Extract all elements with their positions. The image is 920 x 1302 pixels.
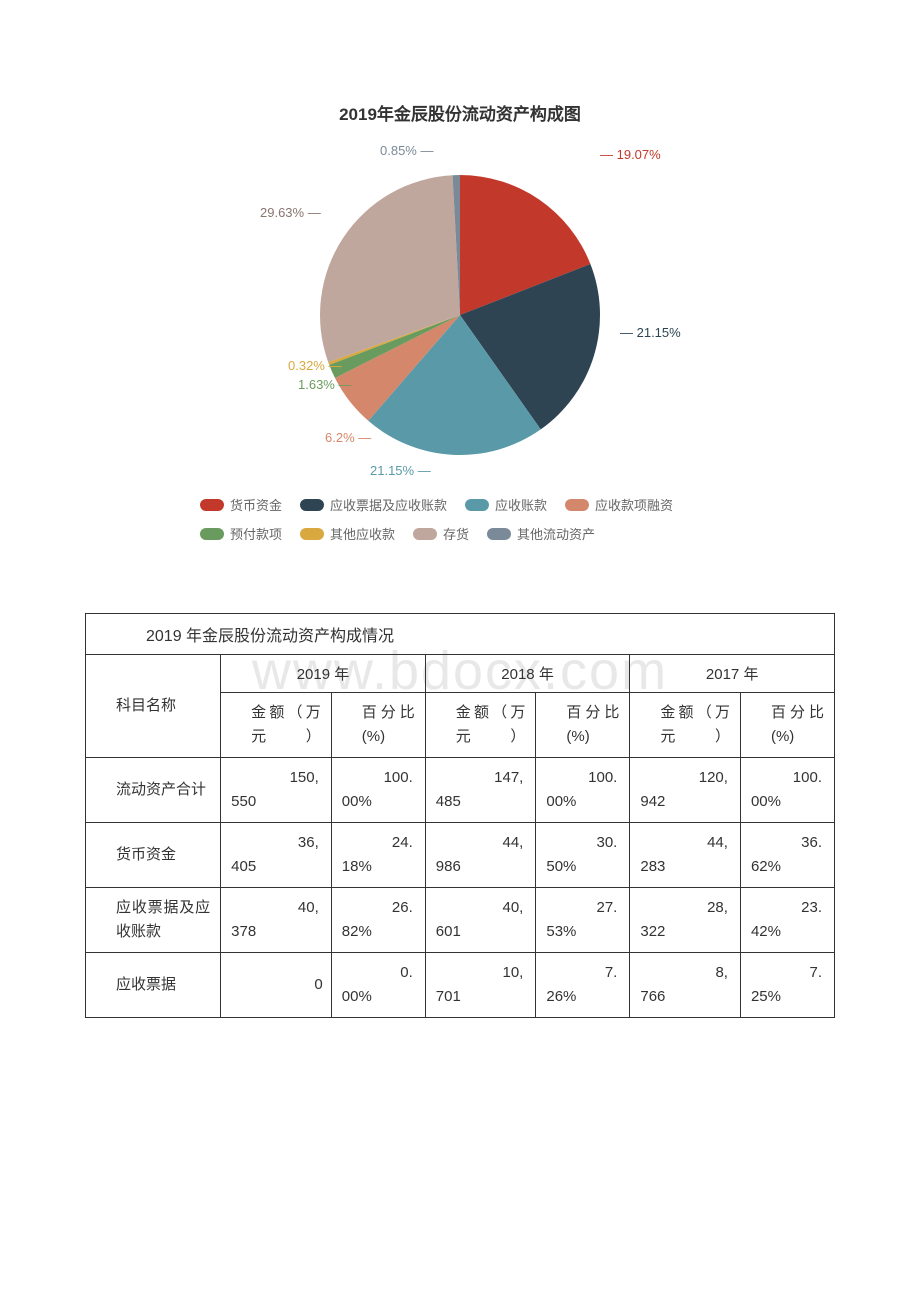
col-header-pct: 百分比(%) <box>740 693 834 758</box>
table-row: 流动资产合计150,550100.00%147,485100.00%120,94… <box>86 758 835 823</box>
table-cell: 24.18% <box>331 823 425 888</box>
legend-item: 其他应收款 <box>300 524 395 543</box>
table-cell: 26.82% <box>331 888 425 953</box>
legend-item: 其他流动资产 <box>487 524 595 543</box>
legend-label: 其他应收款 <box>330 524 395 543</box>
legend-item: 应收款项融资 <box>565 495 673 514</box>
legend-swatch <box>300 499 324 511</box>
legend-label: 预付款项 <box>230 524 282 543</box>
col-header-amount: 金额（万元） <box>630 693 741 758</box>
row-header-label: 科目名称 <box>86 655 221 758</box>
legend-swatch <box>565 499 589 511</box>
legend-item: 应收账款 <box>465 495 547 514</box>
table-cell: 36.62% <box>740 823 834 888</box>
table-cell: 100.00% <box>536 758 630 823</box>
table-cell: 44,283 <box>630 823 741 888</box>
table-cell: 0 <box>221 953 332 1018</box>
table-cell: 0.00% <box>331 953 425 1018</box>
table-cell: 40,378 <box>221 888 332 953</box>
legend-swatch <box>487 528 511 540</box>
col-header-pct: 百分比(%) <box>536 693 630 758</box>
legend-swatch <box>465 499 489 511</box>
row-label: 应收票据及应收账款 <box>86 888 221 953</box>
table-cell: 7.25% <box>740 953 834 1018</box>
table-cell: 30.50% <box>536 823 630 888</box>
table-cell: 120,942 <box>630 758 741 823</box>
legend-label: 其他流动资产 <box>517 524 595 543</box>
legend-item: 应收票据及应收账款 <box>300 495 447 514</box>
row-label: 流动资产合计 <box>86 758 221 823</box>
table-cell: 44,986 <box>425 823 536 888</box>
table-cell: 36,405 <box>221 823 332 888</box>
legend-swatch <box>413 528 437 540</box>
col-header-amount: 金额（万元） <box>425 693 536 758</box>
col-header-amount: 金额（万元） <box>221 693 332 758</box>
pie-slice-label: 21.15% — <box>370 463 431 478</box>
legend-label: 货币资金 <box>230 495 282 514</box>
legend-swatch <box>200 528 224 540</box>
table-row: 应收票据00.00%10,7017.26%8,7667.25% <box>86 953 835 1018</box>
legend-item: 预付款项 <box>200 524 282 543</box>
row-label: 货币资金 <box>86 823 221 888</box>
table-cell: 8,766 <box>630 953 741 1018</box>
table-cell: 150,550 <box>221 758 332 823</box>
legend-item: 存货 <box>413 524 469 543</box>
legend-item: 货币资金 <box>200 495 282 514</box>
table-row: 应收票据及应收账款40,37826.82%40,60127.53%28,3222… <box>86 888 835 953</box>
table-title: 2019 年金辰股份流动资产构成情况 <box>86 614 835 655</box>
table-cell: 28,322 <box>630 888 741 953</box>
legend-label: 应收账款 <box>495 495 547 514</box>
pie-svg <box>300 155 620 475</box>
year-header-2019: 2019 年 <box>221 655 426 693</box>
pie-slice-label: 0.85% — <box>380 143 433 158</box>
chart-legend: 货币资金 应收票据及应收账款 应收账款 应收款项融资预付款项 其他应收款 存货 其他流动资产 <box>160 495 760 543</box>
year-header-2017: 2017 年 <box>630 655 835 693</box>
pie-chart: — 19.07%— 21.15%21.15% —6.2% —1.63% —0.3… <box>300 155 620 475</box>
pie-slice-label: 1.63% — <box>298 377 351 392</box>
pie-slice-label: 6.2% — <box>325 430 371 445</box>
table-cell: 27.53% <box>536 888 630 953</box>
pie-slice-label: — 21.15% <box>620 325 681 340</box>
legend-label: 存货 <box>443 524 469 543</box>
pie-slice-label: 29.63% — <box>260 205 321 220</box>
assets-table-section: 2019 年金辰股份流动资产构成情况 科目名称 2019 年 2018 年 20… <box>85 613 835 1018</box>
pie-slice-label: — 19.07% <box>600 147 661 162</box>
pie-slice-label: 0.32% — <box>288 358 341 373</box>
table-cell: 100.00% <box>331 758 425 823</box>
table-cell: 7.26% <box>536 953 630 1018</box>
chart-title: 2019年金辰股份流动资产构成图 <box>120 100 800 125</box>
table-row: 货币资金36,40524.18%44,98630.50%44,28336.62% <box>86 823 835 888</box>
year-header-2018: 2018 年 <box>425 655 630 693</box>
table-cell: 147,485 <box>425 758 536 823</box>
legend-label: 应收款项融资 <box>595 495 673 514</box>
legend-swatch <box>200 499 224 511</box>
table-cell: 23.42% <box>740 888 834 953</box>
legend-label: 应收票据及应收账款 <box>330 495 447 514</box>
table-cell: 40,601 <box>425 888 536 953</box>
col-header-pct: 百分比(%) <box>331 693 425 758</box>
legend-swatch <box>300 528 324 540</box>
pie-chart-section: 2019年金辰股份流动资产构成图 — 19.07% — 21.15% 21.15% … <box>120 100 800 543</box>
table-cell: 100.00% <box>740 758 834 823</box>
row-label: 应收票据 <box>86 953 221 1018</box>
table-cell: 10,701 <box>425 953 536 1018</box>
assets-table: 2019 年金辰股份流动资产构成情况 科目名称 2019 年 2018 年 20… <box>85 613 835 1018</box>
